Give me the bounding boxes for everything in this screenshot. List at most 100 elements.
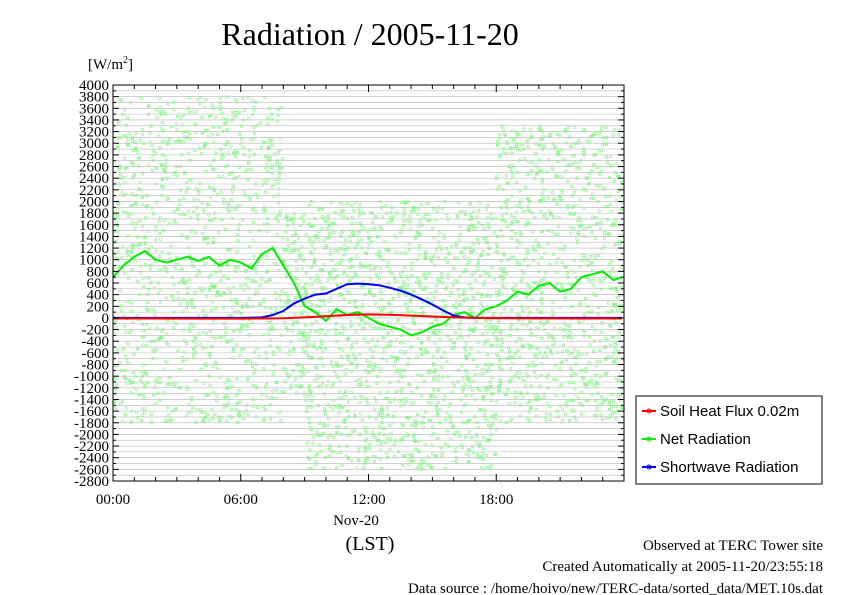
scatter-point [154, 248, 158, 252]
scatter-point [478, 389, 482, 393]
scatter-point [254, 182, 258, 186]
scatter-point [336, 249, 340, 253]
scatter-point [335, 340, 339, 344]
y-tick-label: 2600 [79, 160, 109, 176]
scatter-point [243, 283, 247, 287]
scatter-point [387, 400, 391, 404]
scatter-point [449, 324, 453, 328]
scatter-point [353, 299, 357, 303]
scatter-point [603, 205, 607, 209]
scatter-point [142, 396, 146, 400]
scatter-point [281, 259, 286, 264]
scatter-point [320, 268, 324, 272]
scatter-point [593, 257, 597, 261]
scatter-point [179, 115, 183, 119]
scatter-point [315, 373, 319, 378]
scatter-point [310, 265, 314, 270]
scatter-point [343, 420, 347, 425]
scatter-point [526, 264, 530, 268]
scatter-point [227, 396, 231, 401]
scatter-point [599, 330, 603, 334]
scatter-point [298, 338, 302, 342]
scatter-point [330, 384, 334, 388]
scatter-point [131, 371, 135, 375]
scatter-point [246, 161, 250, 165]
scatter-point [127, 137, 131, 141]
scatter-point [155, 347, 159, 352]
scatter-point [215, 290, 219, 295]
scatter-point [210, 300, 214, 304]
scatter-point [487, 437, 491, 442]
scatter-point [241, 118, 245, 122]
scatter-point [575, 237, 579, 241]
scatter-point [427, 335, 431, 339]
scatter-point [304, 290, 308, 294]
scatter-point [239, 323, 243, 328]
scatter-point [535, 307, 539, 311]
scatter-point [539, 169, 544, 173]
scatter-point [344, 238, 348, 242]
scatter-point [530, 297, 534, 302]
scatter-point [533, 352, 537, 356]
scatter-point [117, 183, 121, 187]
scatter-point [138, 188, 142, 192]
scatter-point [596, 253, 601, 257]
scatter-point [317, 357, 321, 361]
scatter-point [340, 355, 344, 359]
scatter-point [270, 117, 274, 121]
scatter-point [564, 358, 569, 362]
scatter-point [287, 352, 291, 356]
scatter-point [579, 300, 583, 304]
scatter-point [467, 418, 472, 422]
scatter-point [364, 250, 368, 254]
scatter-point [532, 247, 536, 252]
scatter-point [454, 305, 458, 309]
scatter-point [427, 418, 431, 423]
scatter-point [491, 392, 495, 396]
scatter-point [454, 244, 458, 248]
scatter-point [316, 309, 320, 313]
scatter-point [540, 130, 544, 134]
scatter-point [145, 381, 149, 385]
scatter-point [583, 296, 588, 301]
scatter-point [280, 236, 285, 240]
scatter-point [185, 186, 190, 190]
scatter-point [569, 331, 573, 335]
scatter-point [263, 190, 267, 194]
scatter-point [326, 423, 330, 428]
scatter-point [328, 235, 332, 239]
scatter-point [480, 367, 484, 371]
x-date-label: Nov-20 [333, 513, 379, 529]
scatter-point [548, 404, 552, 408]
scatter-point [314, 279, 318, 283]
scatter-point [279, 165, 283, 170]
scatter-point [528, 127, 532, 131]
scatter-point [359, 412, 363, 416]
scatter-point [487, 385, 491, 389]
scatter-point [358, 203, 362, 207]
scatter-point [548, 348, 552, 352]
scatter-point [430, 466, 434, 470]
scatter-point [140, 128, 144, 132]
scatter-point [363, 425, 367, 430]
scatter-point [130, 204, 134, 208]
scatter-point [408, 453, 412, 457]
scatter-point [482, 283, 486, 287]
scatter-point [445, 323, 449, 327]
scatter-point [569, 374, 574, 378]
scatter-point [165, 270, 169, 274]
scatter-point [190, 302, 194, 306]
scatter-point [196, 198, 200, 202]
scatter-point [486, 338, 490, 342]
scatter-point [417, 244, 422, 248]
scatter-point [350, 343, 355, 347]
legend-marker [646, 408, 652, 414]
scatter-point [280, 390, 284, 395]
scatter-point [461, 385, 465, 389]
y-tick-label: -1600 [74, 404, 109, 420]
y-tick-label: -2000 [74, 427, 109, 443]
scatter-point [330, 408, 335, 412]
scatter-point [165, 332, 169, 336]
scatter-point [566, 204, 570, 208]
